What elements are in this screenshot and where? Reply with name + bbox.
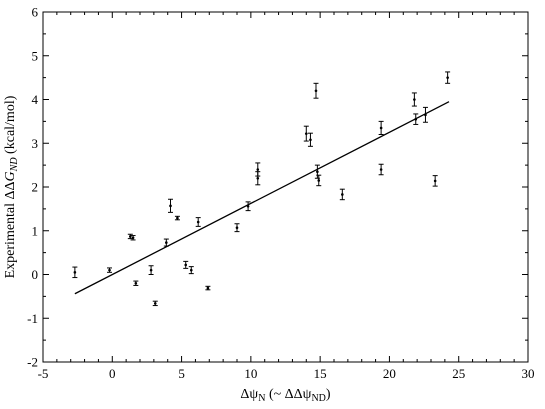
point-marker: [317, 179, 321, 182]
point-marker: [316, 170, 319, 173]
regression-line: [74, 101, 450, 295]
y-tick-label: 5: [32, 48, 39, 63]
point-marker: [341, 193, 344, 196]
point-marker: [414, 117, 418, 121]
point-marker: [206, 286, 210, 290]
point-marker: [413, 98, 416, 101]
data-point: [422, 106, 428, 123]
point-marker: [189, 268, 193, 272]
point-marker: [424, 113, 427, 117]
point-marker: [304, 132, 308, 135]
point-marker: [196, 220, 200, 224]
point-marker: [433, 179, 437, 183]
data-point: [378, 120, 384, 135]
point-marker: [108, 268, 111, 272]
point-marker: [165, 241, 168, 244]
data-point: [411, 92, 417, 107]
y-tick-label: 1: [32, 223, 39, 238]
data-point: [188, 266, 194, 275]
point-marker: [379, 168, 383, 171]
x-tick-label: 30: [522, 366, 535, 381]
x-tick-label: 5: [178, 366, 185, 381]
x-tick-label: 10: [244, 366, 257, 381]
y-tick-label: 6: [32, 5, 39, 20]
point-marker: [176, 216, 179, 220]
data-point: [313, 82, 319, 99]
y-tick-label: 4: [32, 92, 39, 107]
x-tick-label: 20: [383, 366, 396, 381]
point-marker: [153, 302, 157, 305]
y-axis-label: Experimental ΔΔGND (kcal/mol): [3, 95, 20, 278]
data-point: [303, 125, 309, 142]
point-marker: [235, 226, 239, 229]
point-marker: [184, 263, 188, 267]
y-tick-label: 0: [32, 267, 39, 282]
data-point: [72, 266, 78, 279]
data-point: [316, 174, 322, 187]
point-marker: [134, 281, 138, 285]
data-point: [413, 113, 419, 125]
data-point: [148, 265, 154, 275]
y-tick-label: -1: [27, 311, 38, 326]
x-tick-label: 15: [314, 366, 327, 381]
y-tick-label: 3: [32, 136, 39, 151]
point-marker: [131, 236, 135, 240]
x-axis-label: ΔψN (~ ΔΔψND): [240, 387, 330, 404]
plot-frame: [42, 11, 529, 363]
data-point: [130, 235, 136, 241]
data-point: [195, 217, 201, 227]
data-point: [445, 71, 451, 84]
point-marker: [379, 126, 383, 130]
y-tick-label: -2: [27, 355, 38, 370]
data-point: [133, 280, 139, 286]
point-marker: [314, 89, 318, 93]
data-point: [339, 188, 345, 201]
point-marker: [256, 176, 260, 180]
data-point: [378, 163, 384, 176]
data-point: [183, 260, 189, 269]
data-point: [152, 300, 158, 307]
data-point: [245, 201, 251, 212]
x-tick-label: 25: [452, 366, 465, 381]
point-marker: [446, 76, 449, 79]
data-point: [432, 175, 438, 187]
data-point: [234, 223, 240, 233]
data-point: [107, 267, 113, 273]
y-tick-label: 2: [32, 180, 39, 195]
point-marker: [149, 268, 153, 272]
point-marker: [246, 204, 250, 208]
point-marker: [73, 271, 77, 274]
x-tick-label: -5: [38, 366, 49, 381]
data-point: [307, 132, 313, 147]
point-marker: [169, 204, 172, 208]
data-point: [174, 215, 180, 221]
x-tick-label: 0: [109, 366, 116, 381]
data-point: [163, 238, 169, 247]
data-point: [205, 285, 211, 291]
point-marker: [256, 168, 260, 171]
data-point: [255, 162, 261, 177]
point-marker: [309, 138, 312, 142]
data-point: [167, 198, 173, 213]
